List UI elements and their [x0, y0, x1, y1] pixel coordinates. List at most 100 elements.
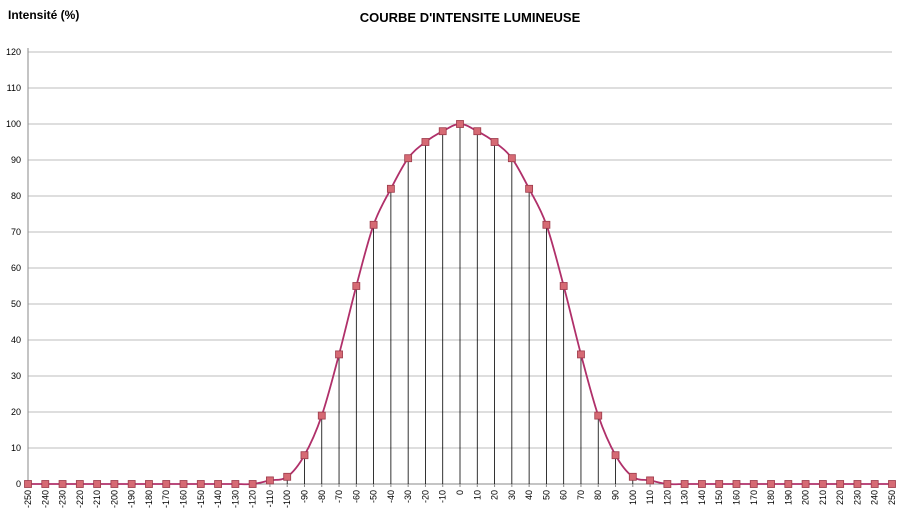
data-point	[75, 480, 84, 488]
x-tick-label: -130	[230, 490, 240, 508]
x-tick-label: -170	[161, 490, 171, 508]
data-point	[231, 480, 240, 488]
x-tick-label: -20	[420, 490, 430, 503]
data-point	[507, 154, 516, 163]
data-point	[369, 220, 378, 229]
y-tick-label: 10	[11, 443, 21, 453]
data-point	[542, 220, 551, 229]
data-point	[818, 480, 827, 488]
data-point	[266, 476, 274, 485]
data-point	[663, 480, 672, 488]
data-point	[110, 480, 119, 488]
data-point	[767, 480, 775, 488]
data-point	[646, 476, 654, 485]
x-tick-label: 0	[455, 490, 465, 495]
y-tick-label: 60	[11, 263, 21, 273]
y-tick-label: 30	[11, 371, 21, 381]
data-point	[300, 451, 309, 460]
x-tick-label: 60	[559, 490, 569, 500]
data-point	[801, 480, 810, 488]
data-point	[490, 138, 499, 146]
x-tick-label: -80	[317, 490, 327, 503]
x-tick-label: -70	[334, 490, 344, 503]
x-tick-label: -180	[144, 490, 154, 508]
y-tick-label: 120	[6, 47, 21, 57]
data-point	[853, 480, 862, 488]
x-tick-label: -210	[92, 490, 102, 508]
data-point	[145, 480, 153, 488]
data-point	[248, 480, 257, 488]
x-tick-label: 210	[818, 490, 828, 505]
y-tick-label: 100	[6, 119, 21, 129]
x-tick-label: -200	[109, 490, 119, 508]
data-point	[386, 184, 395, 193]
data-point	[611, 451, 620, 460]
x-tick-label: -100	[282, 490, 292, 508]
x-tick-label: 190	[783, 490, 793, 505]
y-tick-label: 90	[11, 155, 21, 165]
data-point	[784, 480, 793, 488]
data-point	[127, 480, 136, 488]
y-tick-label: 70	[11, 227, 21, 237]
x-tick-label: 30	[507, 490, 517, 500]
data-point	[628, 472, 637, 481]
y-tick-label: 110	[7, 83, 21, 93]
x-tick-label: 110	[645, 490, 655, 504]
x-tick-label: -40	[386, 490, 396, 503]
x-tick-label: -160	[179, 490, 189, 508]
data-point	[93, 480, 102, 488]
data-point	[577, 350, 585, 359]
x-tick-label: -220	[75, 490, 85, 508]
data-point	[404, 154, 413, 163]
data-point	[24, 480, 32, 488]
x-tick-label: 220	[835, 490, 845, 505]
x-tick-label: 50	[541, 490, 551, 500]
x-tick-label: 250	[887, 490, 897, 505]
x-tick-label: 180	[766, 490, 776, 505]
x-tick-label: 20	[490, 490, 500, 500]
data-point	[438, 127, 447, 136]
x-tick-label: 200	[801, 490, 811, 505]
y-tick-label: 0	[16, 479, 21, 489]
data-point	[352, 282, 361, 290]
x-tick-label: 140	[697, 490, 707, 505]
x-tick-label: 240	[870, 490, 880, 505]
x-tick-label: 100	[628, 490, 638, 505]
data-point	[179, 480, 188, 488]
x-tick-label: 80	[593, 490, 603, 500]
x-tick-label: 40	[524, 490, 534, 500]
x-tick-label: -60	[351, 490, 361, 503]
x-tick-label: -240	[40, 490, 50, 508]
x-tick-label: -90	[299, 490, 309, 503]
x-tick-label: 150	[714, 490, 724, 505]
data-point	[214, 480, 222, 488]
x-tick-label: -230	[58, 490, 68, 508]
data-point	[58, 480, 67, 488]
x-tick-label: 90	[611, 490, 621, 500]
data-point	[680, 480, 689, 488]
x-tick-label: -120	[248, 490, 258, 508]
y-tick-label: 40	[11, 335, 21, 345]
x-tick-label: -140	[213, 490, 223, 508]
data-point	[196, 480, 205, 488]
x-tick-label: 70	[576, 490, 586, 500]
y-tick-label: 20	[11, 407, 21, 417]
x-tick-label: -30	[403, 490, 413, 503]
data-point	[473, 127, 482, 136]
y-tick-label: 50	[11, 299, 21, 309]
data-point	[732, 480, 741, 488]
data-point	[715, 480, 724, 488]
y-tick-label: 80	[11, 191, 21, 201]
data-point	[162, 480, 171, 488]
data-point	[283, 472, 292, 481]
data-point	[525, 184, 534, 193]
data-point	[41, 480, 50, 488]
x-tick-label: -150	[196, 490, 206, 508]
data-point	[888, 480, 896, 488]
x-tick-label: -190	[127, 490, 137, 508]
x-tick-label: 160	[731, 490, 741, 505]
data-point	[456, 120, 464, 128]
data-point	[836, 480, 845, 488]
x-tick-label: 170	[749, 490, 759, 505]
x-tick-label: -110	[265, 490, 275, 507]
